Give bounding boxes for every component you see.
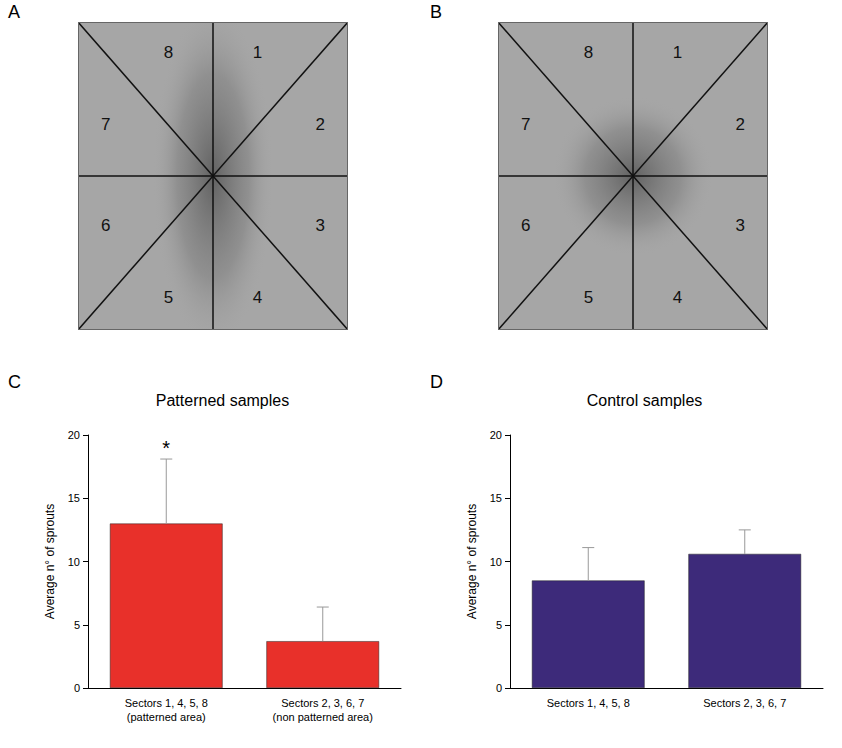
svg-text:15: 15	[68, 492, 80, 504]
svg-text:10: 10	[490, 556, 502, 568]
svg-text:5: 5	[164, 288, 173, 307]
svg-text:Sectors 1, 4, 5, 8: Sectors 1, 4, 5, 8	[125, 697, 208, 709]
svg-text:0: 0	[74, 682, 80, 694]
html-text:D: D	[430, 372, 443, 392]
svg-text:7: 7	[521, 115, 530, 134]
svg-text:Sectors 2, 3, 6, 7: Sectors 2, 3, 6, 7	[703, 697, 786, 709]
svg-text:0: 0	[496, 682, 502, 694]
svg-text:1: 1	[673, 43, 682, 62]
svg-text:6: 6	[101, 216, 110, 235]
svg-text:Control samples: Control samples	[587, 392, 703, 409]
svg-text:3: 3	[736, 216, 745, 235]
svg-text:2: 2	[316, 115, 325, 134]
svg-text:7: 7	[101, 115, 110, 134]
svg-text:1: 1	[253, 43, 262, 62]
svg-text:8: 8	[164, 43, 173, 62]
svg-text:4: 4	[253, 288, 262, 307]
svg-text:6: 6	[521, 216, 530, 235]
svg-text:Average n° of sprouts: Average n° of sprouts	[465, 504, 479, 619]
svg-text:4: 4	[673, 288, 682, 307]
svg-text:2: 2	[736, 115, 745, 134]
svg-text:(patterned area): (patterned area)	[127, 711, 206, 723]
svg-text:Sectors 2, 3, 6, 7: Sectors 2, 3, 6, 7	[281, 697, 364, 709]
html-text:C: C	[8, 372, 21, 392]
svg-text:(non patterned area): (non patterned area)	[273, 711, 373, 723]
svg-text:20: 20	[68, 429, 80, 441]
html-text:A: A	[8, 2, 20, 22]
svg-text:10: 10	[68, 556, 80, 568]
svg-text:Average n° of sprouts: Average n° of sprouts	[43, 504, 57, 619]
svg-text:3: 3	[316, 216, 325, 235]
svg-text:5: 5	[496, 619, 502, 631]
html-text:B: B	[430, 2, 442, 22]
svg-text:5: 5	[584, 288, 593, 307]
svg-text:Patterned samples: Patterned samples	[156, 392, 289, 409]
svg-text:Sectors 1, 4, 5, 8: Sectors 1, 4, 5, 8	[547, 697, 630, 709]
svg-text:20: 20	[490, 429, 502, 441]
svg-text:5: 5	[74, 619, 80, 631]
svg-text:8: 8	[584, 43, 593, 62]
svg-text:*: *	[162, 437, 170, 459]
svg-text:15: 15	[490, 492, 502, 504]
